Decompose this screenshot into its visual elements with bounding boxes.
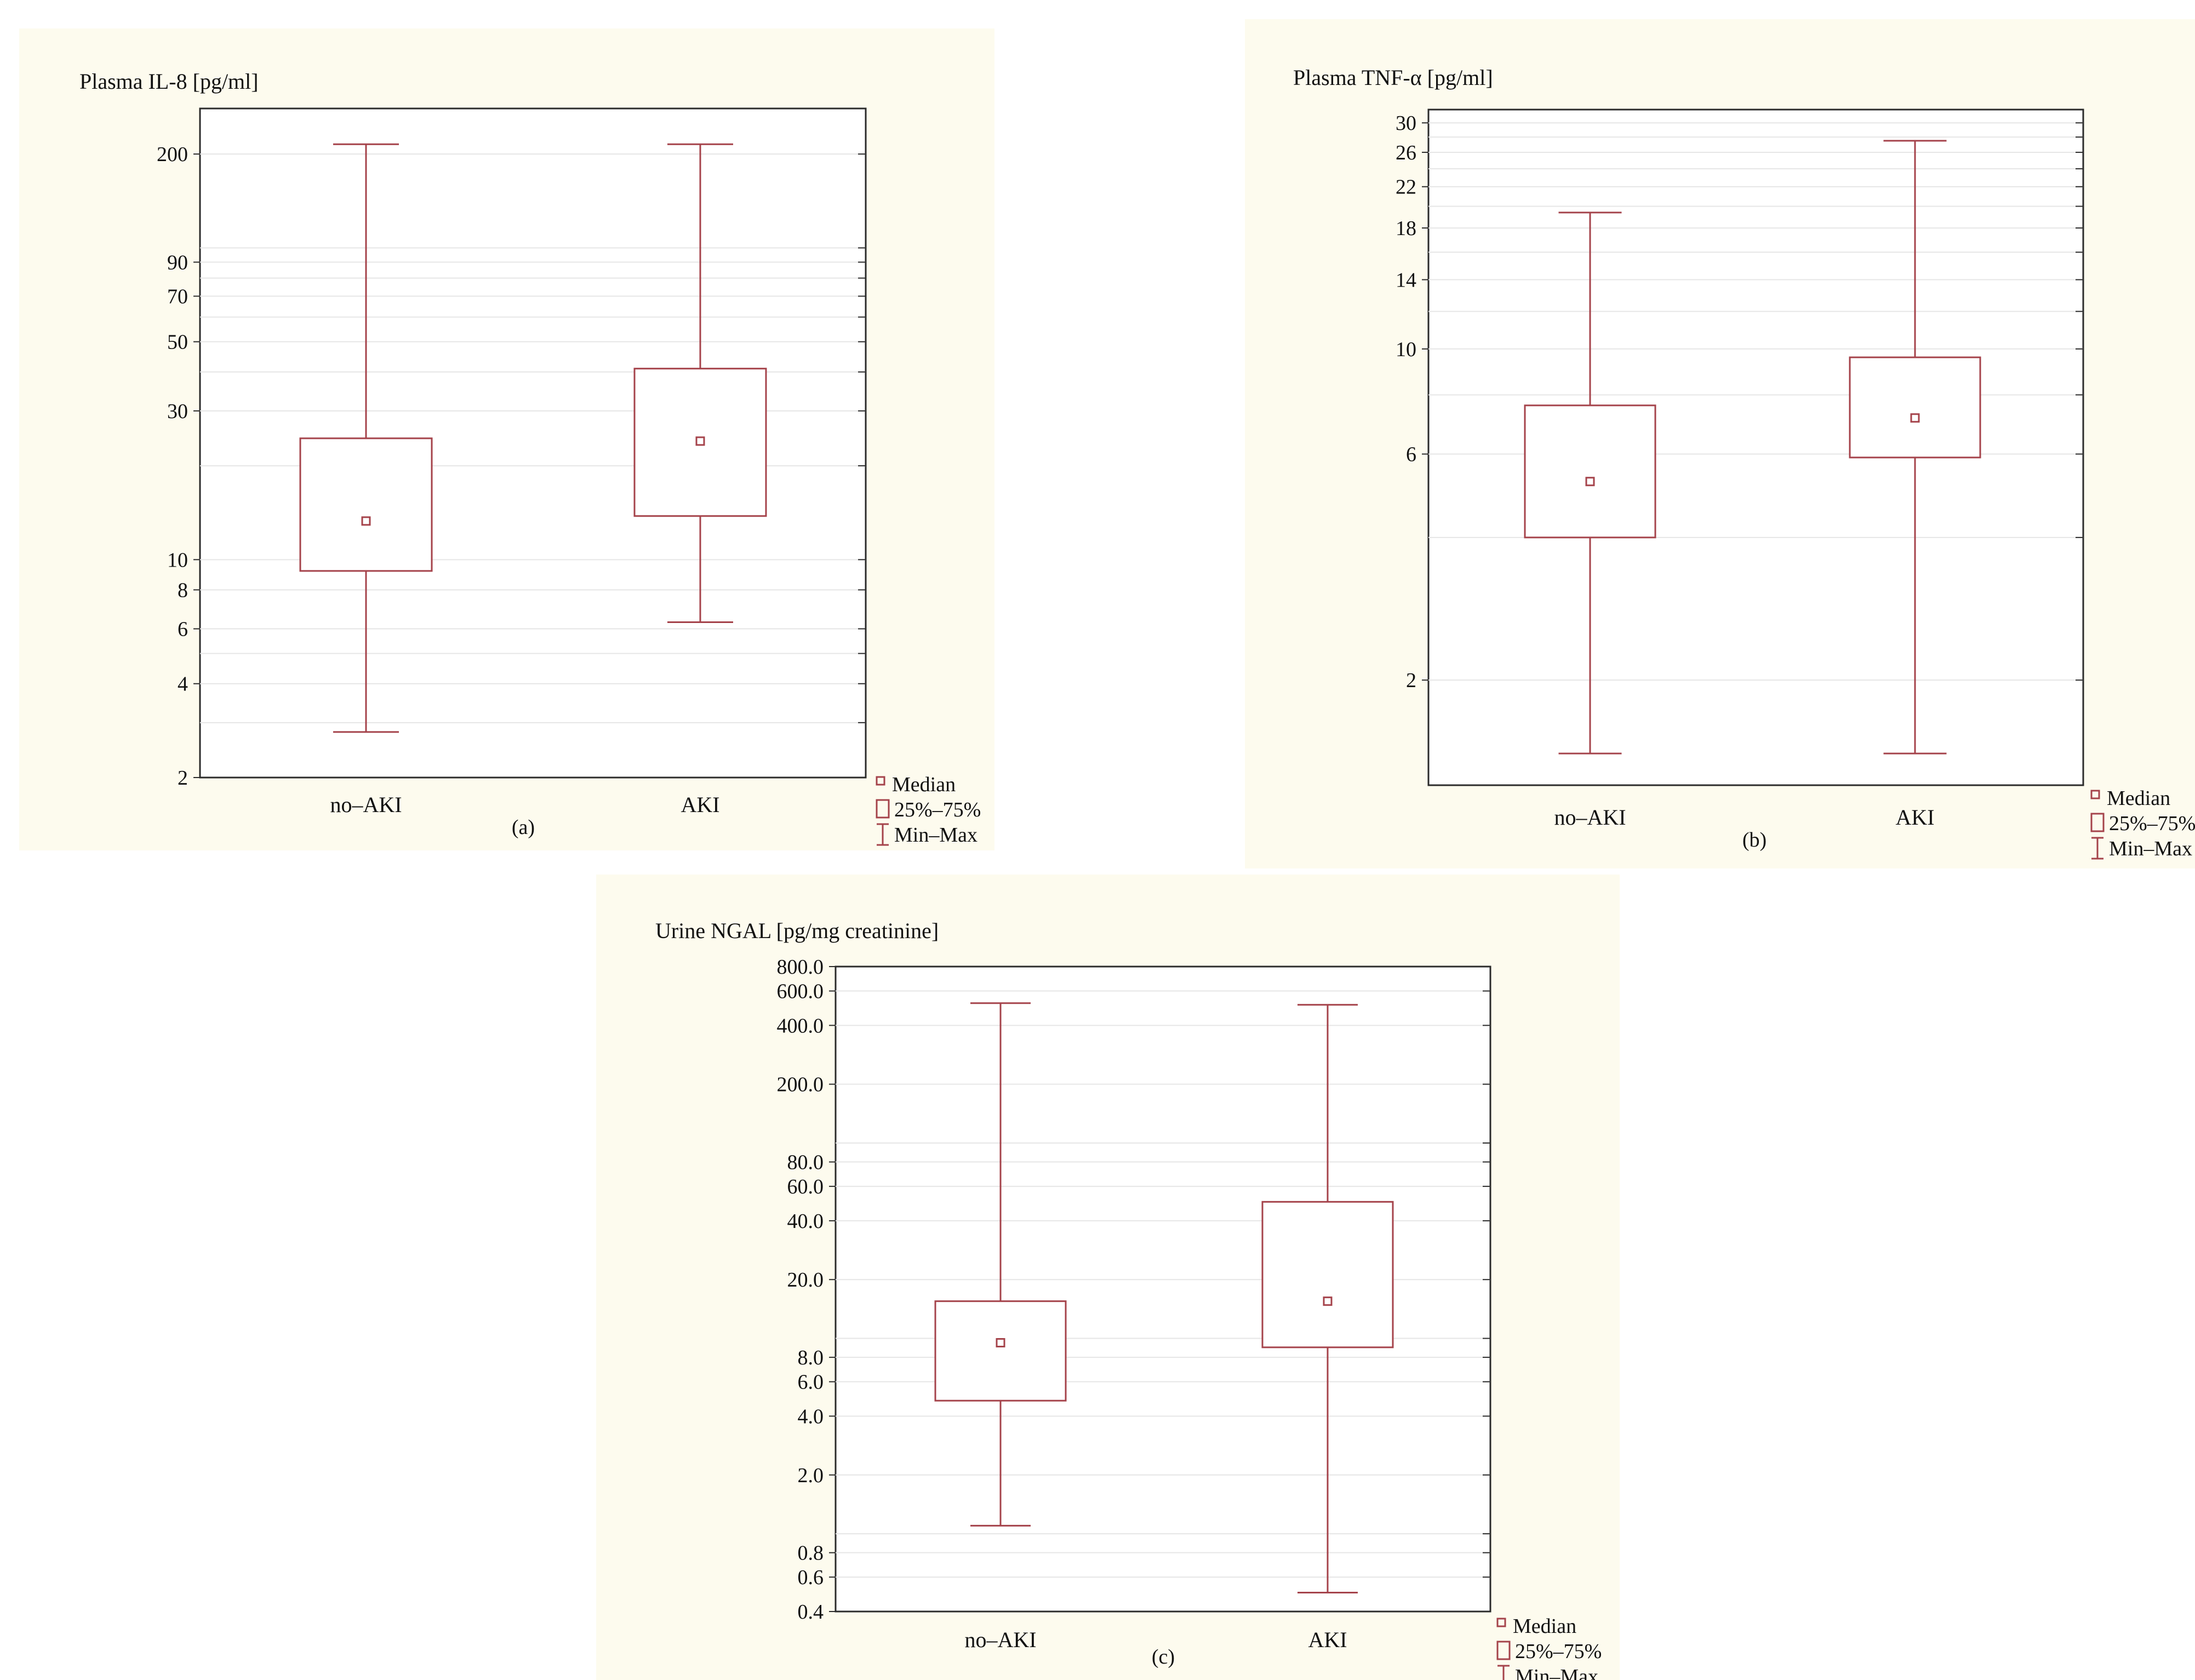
y-tick-label: 2 [178,767,188,790]
iqr-box [299,437,433,572]
category-label: AKI [681,792,719,817]
y-tick-label: 8 [178,579,188,602]
y-tick-label: 14 [1396,268,1416,292]
y-tick-label: 6 [178,618,188,641]
chart-b-svg: Plasma TNF-α [pg/ml] (b) 26101418222630n… [1293,65,2195,860]
legend-range: Min–Max [2109,837,2192,860]
box-legend-icon [2090,813,2105,832]
box-1 [633,143,767,623]
chart-a-svg: Plasma IL-8 [pg/ml] (a) 2 4 6 8 10 30 50 70 90 20… [79,69,981,847]
y-tick-label: 40.0 [787,1210,824,1233]
y-tick-label: 600.0 [777,980,824,1003]
whisker-legend-icon [2091,837,2103,860]
box-0 [1524,212,1656,755]
y-tick-label: 80.0 [787,1151,824,1174]
y-tick-label: 0.8 [798,1542,824,1565]
chart-c-svg: Urine NGAL [pg/mg creatinine] (c) 0.4 0.6… [655,918,1602,1680]
y-tick-label: 4 [178,673,188,696]
panel-label: (c) [1152,1645,1175,1668]
median-legend-icon [876,776,885,786]
y-tick-label: 0.4 [798,1601,824,1624]
y-tick-label: 18 [1396,217,1416,240]
y-axis-label: Plasma TNF-α [pg/ml] [1293,65,1493,90]
median-marker [361,516,371,526]
y-tick-label: 2 [1406,669,1416,692]
legend-range: Min–Max [894,824,978,847]
y-tick-label: 70 [167,285,188,308]
median-marker [1323,1296,1333,1306]
legend-quartiles: 25%–75% [1515,1640,1602,1663]
y-tick-label: 10 [167,548,188,572]
whisker-legend-icon [877,823,889,846]
y-tick-label: 30 [167,400,188,423]
category-label: no–AKI [1554,805,1626,830]
median-legend-icon [2090,790,2100,799]
legend-range: Min–Max [1515,1665,1598,1680]
legend-quartiles: 25%–75% [2109,812,2195,835]
panel-label: (b) [1742,828,1767,852]
y-tick-label: 6 [1406,443,1416,466]
iqr-box [934,1300,1067,1402]
iqr-box [1261,1201,1394,1348]
panel-label: (a) [512,816,535,839]
box-legend-icon [1496,1641,1511,1660]
y-tick-label: 22 [1396,176,1416,199]
y-axis-label: Plasma IL-8 [pg/ml] [79,69,259,94]
whisker-legend-icon [1497,1665,1510,1680]
y-tick-label: 8.0 [798,1346,824,1369]
y-axis-label: Urine NGAL [pg/mg creatinine] [655,918,939,943]
legend-median: Median [1513,1615,1576,1638]
box-legend-icon [876,799,890,819]
category-label: AKI [1895,805,1934,830]
y-tick-label: 10 [1396,338,1416,361]
median-marker [1585,477,1595,487]
y-tick-label: 800.0 [777,956,824,979]
category-label: no–AKI [330,792,402,817]
y-tick-label: 60.0 [787,1175,824,1198]
chart-panel-b: Plasma TNF-α [pg/ml] (b) 2 6 10 14 18 22 26 30 n… [1245,19,2195,868]
y-tick-label: 50 [167,331,188,354]
box-0 [934,1002,1067,1527]
legend-median: Median [2107,787,2170,810]
y-tick-label: 90 [167,251,188,274]
legend-quartiles: 25%–75% [894,798,981,821]
chart-panel-c: Urine NGAL [pg/mg creatinine] (c) 0.4 0.6… [596,875,1620,1680]
y-tick-label: 30 [1396,112,1416,135]
box-0 [299,143,433,733]
box-1 [1849,140,1981,755]
y-tick-label: 20.0 [787,1268,824,1292]
iqr-box [633,368,767,517]
y-tick-label: 6.0 [798,1371,824,1394]
median-legend-icon [1496,1618,1506,1627]
legend-median: Median [892,773,956,796]
category-label: no–AKI [964,1627,1036,1652]
y-tick-label: 200.0 [777,1073,824,1096]
box-1 [1261,1004,1394,1593]
iqr-box [1849,356,1981,459]
median-marker [996,1338,1005,1347]
y-tick-label: 26 [1396,141,1416,164]
y-tick-label: 4.0 [798,1405,824,1428]
iqr-box [1524,404,1656,539]
y-tick-label: 400.0 [777,1014,824,1037]
category-label: AKI [1308,1627,1347,1652]
y-tick-label: 2.0 [798,1464,824,1487]
median-marker [1910,413,1920,423]
y-tick-label: 0.6 [798,1566,824,1589]
median-marker [695,436,705,446]
y-tick-label: 200 [157,143,188,166]
chart-panel-a: Plasma IL-8 [pg/ml] (a) 2 4 6 8 10 30 50 70 90 20… [19,28,994,850]
